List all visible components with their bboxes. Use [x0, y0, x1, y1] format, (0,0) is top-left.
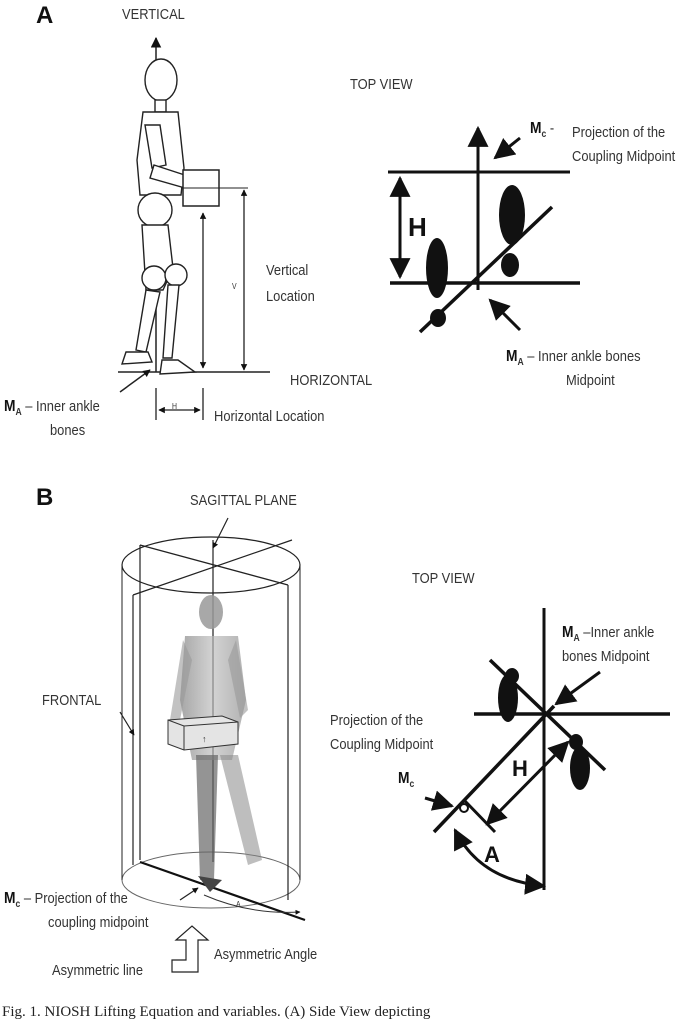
- ma-label-b: MA –Inner ankle: [562, 624, 654, 648]
- mc-left-label: Mc – Projection of the: [4, 890, 128, 914]
- projection-label-1: Projection of the: [330, 712, 424, 729]
- mc-subscript: c: [541, 129, 547, 140]
- ma-subscript: A: [517, 357, 524, 368]
- a-label-b: A: [484, 842, 500, 867]
- ma-b-text-1: –Inner ankle: [579, 624, 655, 641]
- h-small-label: H: [172, 402, 177, 411]
- ma-b-subscript: A: [573, 633, 580, 644]
- vertical-label: VERTICAL: [122, 6, 185, 23]
- mc-b-subscript: c: [409, 779, 415, 790]
- vertical-location-1: Vertical: [266, 262, 309, 279]
- ma-left-text-1: – Inner ankle: [21, 398, 100, 415]
- mc-b-symbol: M: [398, 770, 410, 787]
- angle-arc: [453, 828, 547, 895]
- asymmetric-line-label: Asymmetric line: [52, 962, 144, 979]
- left-foot-b: [498, 674, 518, 722]
- mc-text-a-1: Projection of the: [572, 124, 666, 141]
- h-label-a: H: [408, 212, 427, 242]
- mc-left-subscript: c: [15, 899, 21, 910]
- horizontal-location-label: Horizontal Location: [214, 408, 325, 425]
- ma-right-text-2: Midpoint: [566, 372, 615, 389]
- top-view-label-a: TOP VIEW: [350, 76, 413, 93]
- ma-left-text-2: bones: [50, 422, 86, 439]
- h-dimension-b: [485, 740, 570, 826]
- mc-left-text-1: – Projection of the: [20, 890, 128, 907]
- ma-b-symbol: M: [562, 624, 574, 641]
- v-label: V: [232, 282, 237, 291]
- ma-symbol: M: [506, 348, 518, 365]
- ma-b-text-2: bones Midpoint: [562, 648, 650, 665]
- asymmetric-angle-arc: [203, 894, 301, 915]
- panel-label-a: A: [36, 2, 54, 29]
- horizontal-label: HORIZONTAL: [290, 372, 373, 389]
- mc-symbol: M: [530, 120, 542, 137]
- mc-left-symbol: M: [4, 890, 16, 907]
- mc-label-a: Mc -: [530, 120, 555, 140]
- top-view-label-b: TOP VIEW: [412, 570, 475, 587]
- sagittal-plane-label: SAGITTAL PLANE: [190, 492, 297, 509]
- projection-label-2: Coupling Midpoint: [330, 736, 434, 753]
- panel-label-b: B: [36, 484, 54, 511]
- h-label-b: H: [512, 756, 528, 781]
- mc-left-text-2: coupling midpoint: [48, 914, 149, 931]
- vertical-location-2: Location: [266, 288, 315, 305]
- asymmetric-angle-label: Asymmetric Angle: [214, 946, 318, 963]
- right-foot: [499, 185, 525, 245]
- frontal-label: FRONTAL: [42, 692, 102, 709]
- top-view-b: [424, 608, 670, 895]
- ma-left-subscript: A: [15, 407, 22, 418]
- figure-caption: Fig. 1. NIOSH Lifting Equation and varia…: [2, 1004, 431, 1020]
- ma-left-label: MA – Inner ankle: [4, 398, 100, 422]
- mannequin: [121, 58, 212, 375]
- mc-label-b: Mc: [398, 770, 414, 794]
- ma-right-label: MA – Inner ankle bones: [506, 348, 641, 372]
- top-view-a: [388, 125, 580, 334]
- ma-right-text-1: – Inner ankle bones: [523, 348, 641, 365]
- mc-text-a-2: Coupling Midpoint: [572, 148, 676, 165]
- svg-text:↑: ↑: [202, 734, 207, 744]
- side-view-figure: [118, 36, 270, 420]
- left-foot: [426, 238, 448, 298]
- translucent-human: ↑: [167, 595, 262, 892]
- asymmetric-line-arrow: [171, 925, 210, 973]
- a-small-label: A: [236, 900, 241, 909]
- ma-left-symbol: M: [4, 398, 16, 415]
- right-foot-b: [570, 746, 590, 790]
